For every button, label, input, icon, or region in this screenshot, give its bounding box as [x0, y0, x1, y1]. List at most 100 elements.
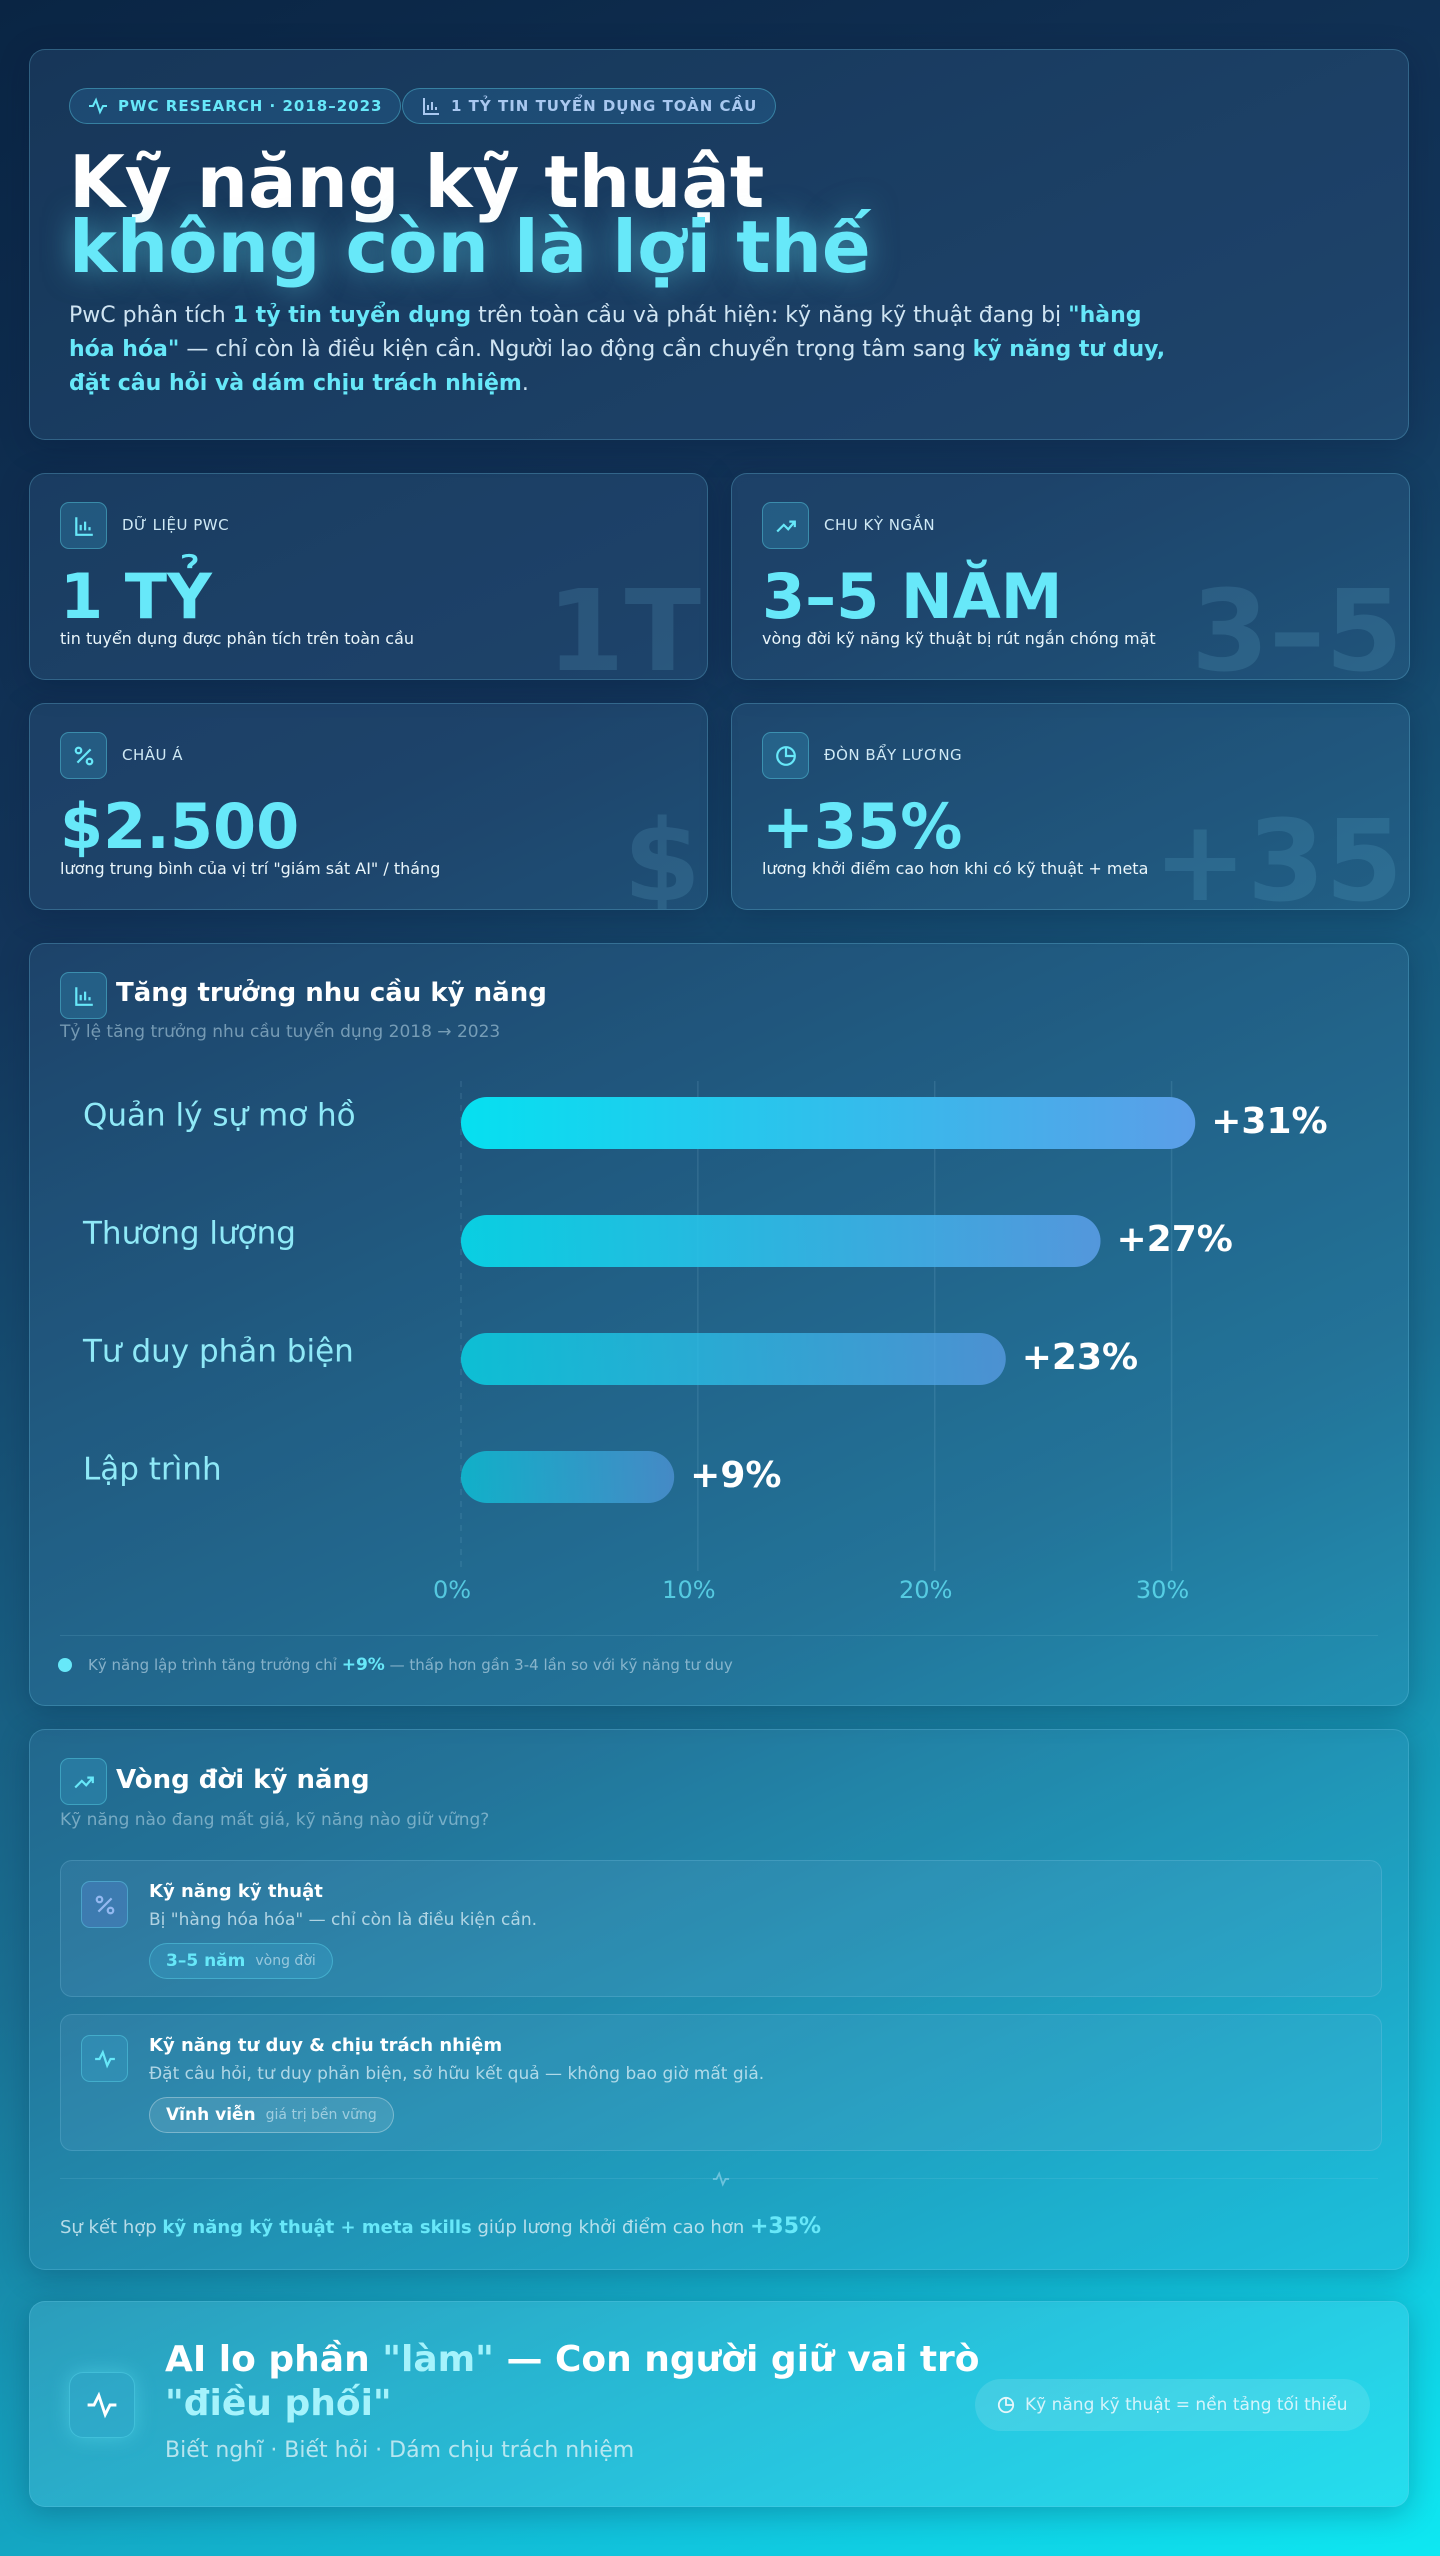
- divider: [60, 2178, 1378, 2179]
- badge-text: PWC RESEARCH · 2018–2023: [118, 97, 383, 115]
- chart-icon: [60, 972, 107, 1019]
- stat-description: tin tuyển dụng được phân tích trên toàn …: [60, 629, 415, 648]
- pill-text: Kỹ năng kỹ thuật = nền tảng tối thiểu: [1025, 2395, 1348, 2415]
- footnote-text: — thấp hơn gần 3-4 lần so với kỹ năng tư…: [384, 1656, 733, 1674]
- divider: [60, 1635, 1378, 1636]
- chart-title: Tăng trưởng nhu cầu kỹ năng: [116, 978, 547, 1008]
- stat-watermark: 1T: [546, 567, 701, 680]
- stat-description: lương trung bình của vị trí "giám sát AI…: [60, 859, 441, 878]
- category-label: Lập trình: [83, 1452, 222, 1488]
- intro-text: — chỉ còn là điều kiện cần. Người lao độ…: [179, 337, 973, 362]
- bar: [461, 1097, 1196, 1149]
- closing-card: AI lo phần "làm" — Con người giữ vai trò…: [29, 2301, 1409, 2507]
- intro-highlight: kỹ năng tư duy, đặt câu hỏi và dám chịu …: [69, 337, 1166, 396]
- x-tick-label: 10%: [662, 1576, 715, 1604]
- value-label: +27%: [1117, 1219, 1233, 1260]
- closing-icon: [69, 2372, 135, 2438]
- item-title: Kỹ năng kỹ thuật: [149, 1881, 323, 1902]
- footer-text: Sự kết hợp: [60, 2217, 163, 2238]
- footnote-highlight: +9%: [341, 1655, 385, 1675]
- lifecycle-card: Vòng đời kỹ năng Kỹ năng nào đang mất gi…: [29, 1729, 1409, 2270]
- intro-highlight: "hàng hóa hóa": [69, 303, 1142, 362]
- item-icon: [81, 1881, 128, 1928]
- stat-label: ĐÒN BẨY LƯƠNG: [824, 746, 963, 764]
- title-line: không còn là lợi thế: [69, 205, 871, 289]
- stat-value: 3–5 NĂM: [762, 560, 1063, 633]
- lifecycle-item: Kỹ năng kỹ thuật Bị "hàng hóa hóa" — chỉ…: [60, 1860, 1382, 1997]
- stat-value: +35%: [762, 790, 963, 863]
- bar: [461, 1451, 675, 1503]
- stat-label: CHU KỲ NGẮN: [824, 516, 936, 534]
- stat-watermark: $: [623, 797, 701, 910]
- lifecycle-title: Vòng đời kỹ năng: [116, 1765, 370, 1795]
- pill-note: giá trị bền vững: [265, 2107, 377, 2123]
- badge: 1 TỶ TIN TUYỂN DỤNG TOÀN CẦU: [402, 88, 777, 124]
- badge-text: 1 TỶ TIN TUYỂN DỤNG TOÀN CẦU: [451, 97, 758, 115]
- category-label: Tư duy phản biện: [82, 1334, 354, 1370]
- footnote-dot: [58, 1658, 72, 1672]
- lifecycle-subtitle: Kỹ năng nào đang mất giá, kỹ năng nào gi…: [60, 1810, 490, 1830]
- value-label: +23%: [1022, 1337, 1138, 1378]
- intro-text: trên toàn cầu và phát hiện: kỹ năng kỹ t…: [471, 303, 1069, 328]
- footer-highlight: +35%: [749, 2214, 822, 2239]
- stat-description: vòng đời kỹ năng kỹ thuật bị rút ngắn ch…: [762, 629, 1156, 648]
- category-label: Quản lý sự mơ hồ: [83, 1098, 356, 1134]
- closing-text: AI lo phần: [165, 2339, 383, 2380]
- stat-description: lương khởi điểm cao hơn khi có kỹ thuật …: [762, 859, 1149, 878]
- stat-watermark: 3–5: [1191, 567, 1403, 680]
- x-tick-label: 20%: [899, 1576, 952, 1604]
- stat-icon: [60, 502, 107, 549]
- footnote-text: Kỹ năng lập trình tăng trưởng chỉ: [88, 1656, 342, 1674]
- stat-label: DỮ LIỆU PWC: [122, 516, 230, 534]
- stat-icon: [762, 502, 809, 549]
- x-tick-label: 0%: [433, 1576, 471, 1604]
- item-pill: Vĩnh viễn giá trị bền vững: [149, 2097, 394, 2133]
- lifecycle-item: Kỹ năng tư duy & chịu trách nhiệm Đặt câ…: [60, 2014, 1382, 2151]
- badge-icon: [89, 97, 107, 115]
- divider-icon: [712, 2171, 730, 2187]
- closing-subtitle: Biết nghĩ · Biết hỏi · Dám chịu trách nh…: [165, 2438, 635, 2463]
- stat-value: 1 TỶ: [60, 560, 212, 633]
- intro: PwC phân tích 1 tỷ tin tuyển dụng trên t…: [69, 299, 1169, 401]
- stat-card: ĐÒN BẨY LƯƠNG +35 +35% lương khởi điểm c…: [731, 703, 1410, 910]
- item-pill: 3–5 năm vòng đời: [149, 1943, 333, 1979]
- pill-icon: [997, 2396, 1015, 2414]
- badge-icon: [423, 98, 439, 115]
- stat-watermark: +35: [1153, 797, 1403, 910]
- intro-text: PwC phân tích: [69, 303, 233, 328]
- pill-value: Vĩnh viễn: [166, 2105, 256, 2125]
- closing-highlight: "điều phối": [165, 2383, 392, 2424]
- chart-card: Tăng trưởng nhu cầu kỹ năng Tỷ lệ tăng t…: [29, 943, 1409, 1706]
- bar: [461, 1215, 1101, 1267]
- header-card: PWC RESEARCH · 2018–2023 1 TỶ TIN TUYỂN …: [29, 49, 1409, 440]
- lifecycle-icon: [60, 1758, 107, 1805]
- bar: [461, 1333, 1006, 1385]
- chart-subtitle: Tỷ lệ tăng trưởng nhu cầu tuyển dụng 201…: [60, 1022, 501, 1042]
- stat-card: DỮ LIỆU PWC 1T 1 TỶ tin tuyển dụng được …: [29, 473, 708, 680]
- badge: PWC RESEARCH · 2018–2023: [69, 88, 402, 124]
- x-tick-label: 30%: [1136, 1576, 1189, 1604]
- footer-text: giúp lương khởi điểm cao hơn: [471, 2217, 750, 2238]
- closing-title: AI lo phần "làm" — Con người giữ vai trò…: [165, 2338, 1025, 2426]
- value-label: +31%: [1211, 1101, 1327, 1142]
- footnote: Kỹ năng lập trình tăng trưởng chỉ +9% — …: [88, 1655, 733, 1675]
- category-label: Thương lượng: [82, 1216, 296, 1252]
- intro-highlight: 1 tỷ tin tuyển dụng: [232, 303, 472, 328]
- stat-card: CHU KỲ NGẮN 3–5 3–5 NĂM vòng đời kỹ năng…: [731, 473, 1410, 680]
- lifecycle-footer: Sự kết hợp kỹ năng kỹ thuật + meta skill…: [60, 2214, 821, 2239]
- pill-value: 3–5 năm: [166, 1951, 246, 1971]
- title-line: Kỹ năng kỹ thuật: [69, 140, 765, 224]
- item-description: Bị "hàng hóa hóa" — chỉ còn là điều kiện…: [149, 1910, 538, 1930]
- item-title: Kỹ năng tư duy & chịu trách nhiệm: [149, 2035, 503, 2056]
- closing-pill: Kỹ năng kỹ thuật = nền tảng tối thiểu: [975, 2379, 1370, 2431]
- footer-highlight: kỹ năng kỹ thuật + meta skills: [162, 2217, 472, 2238]
- stat-value: $2.500: [60, 790, 300, 863]
- value-label: +9%: [690, 1455, 781, 1496]
- stat-icon: [60, 732, 107, 779]
- closing-highlight: "làm": [382, 2339, 494, 2380]
- item-description: Đặt câu hỏi, tư duy phản biện, sở hữu kế…: [149, 2064, 765, 2084]
- pill-note: vòng đời: [255, 1953, 316, 1969]
- stat-card: CHÂU Á $ $2.500 lương trung bình của vị …: [29, 703, 708, 910]
- item-icon: [81, 2035, 128, 2082]
